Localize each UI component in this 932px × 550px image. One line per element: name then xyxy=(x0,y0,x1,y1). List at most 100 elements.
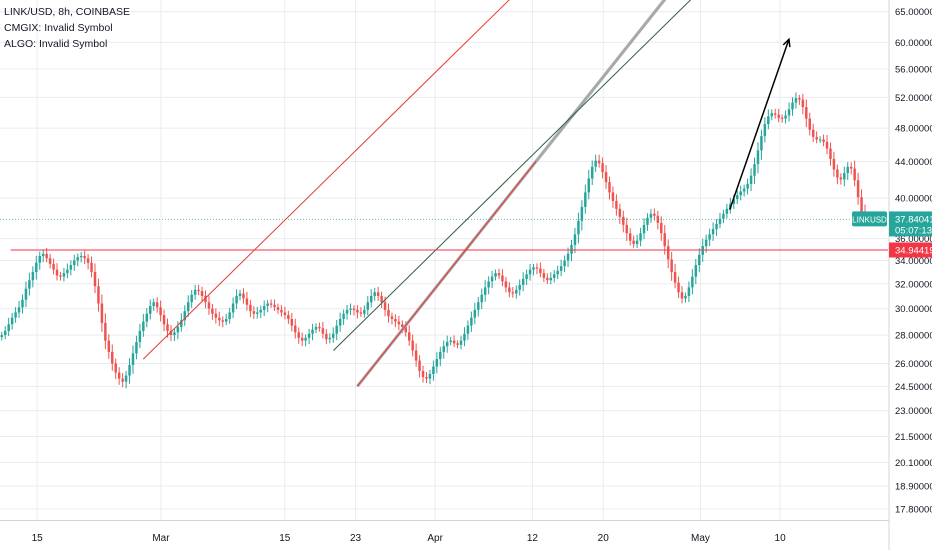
candle xyxy=(83,250,86,265)
candle xyxy=(52,258,55,275)
candle xyxy=(756,142,760,174)
candle-body xyxy=(542,273,546,278)
candle xyxy=(149,299,152,320)
candle xyxy=(14,307,17,323)
candle-body xyxy=(128,365,131,376)
candle-body xyxy=(856,180,860,198)
x-tick-label: 15 xyxy=(32,533,44,544)
candle-body xyxy=(300,337,304,341)
y-tick-label: 21.50000 xyxy=(895,432,932,443)
candle-body xyxy=(0,335,4,338)
candle-body xyxy=(3,330,7,336)
candle xyxy=(142,313,145,337)
candle xyxy=(332,327,335,343)
candle xyxy=(249,299,252,318)
candle xyxy=(504,276,508,293)
candle xyxy=(556,265,559,280)
candle xyxy=(76,253,79,267)
candle-body xyxy=(449,340,452,343)
candle xyxy=(183,305,187,326)
candle xyxy=(366,295,370,316)
candle-body xyxy=(504,281,508,288)
candle xyxy=(10,312,14,330)
candle-body xyxy=(704,239,708,247)
candle xyxy=(276,303,280,314)
candle xyxy=(31,266,35,288)
candle-body xyxy=(853,168,856,181)
candle xyxy=(211,304,214,320)
candle-body xyxy=(767,116,770,125)
candle-body xyxy=(218,317,221,321)
candle xyxy=(587,169,591,200)
candle xyxy=(563,255,566,273)
candle xyxy=(666,239,670,269)
candle-body xyxy=(539,268,542,274)
candle xyxy=(131,345,135,374)
candle xyxy=(259,305,262,319)
candle-body xyxy=(366,302,370,310)
candle xyxy=(176,321,180,340)
candle xyxy=(473,302,477,325)
candle xyxy=(242,288,245,304)
candle-body xyxy=(649,213,653,218)
candle-body xyxy=(466,325,470,334)
candle xyxy=(580,200,584,231)
candle xyxy=(753,157,756,185)
x-tick-label: Apr xyxy=(427,533,443,544)
y-tick-label: 26.00000 xyxy=(895,359,932,370)
x-tick-label: 23 xyxy=(350,533,362,544)
candle xyxy=(48,253,52,269)
candle xyxy=(770,109,774,121)
candle-body xyxy=(563,260,566,267)
candle xyxy=(632,235,635,248)
candle xyxy=(135,335,138,360)
candle xyxy=(62,267,66,282)
candle-body xyxy=(753,164,756,176)
candle-body xyxy=(501,275,504,282)
candle xyxy=(611,186,615,208)
y-tick-label: 60.00000 xyxy=(895,38,932,49)
candle-body xyxy=(836,169,839,178)
candle-body xyxy=(552,274,556,278)
candle xyxy=(521,272,525,292)
candle xyxy=(117,367,121,385)
candle-body xyxy=(570,245,573,254)
candle-body xyxy=(411,340,414,351)
candle xyxy=(501,269,504,287)
candle xyxy=(511,286,515,298)
candle xyxy=(266,300,269,313)
candle-body xyxy=(580,206,584,221)
candle-body xyxy=(477,302,480,310)
candle xyxy=(432,360,435,381)
candle xyxy=(97,278,100,312)
candle xyxy=(328,333,332,344)
candle-body xyxy=(684,295,687,299)
candle-body xyxy=(83,256,86,259)
candle xyxy=(584,184,587,214)
legend-cmgix: CMGIX: Invalid Symbol xyxy=(4,22,113,34)
candle-body xyxy=(59,275,62,277)
candle-body xyxy=(725,208,729,214)
candle xyxy=(314,323,318,334)
candle-body xyxy=(180,320,183,327)
candle xyxy=(107,334,111,359)
candle-body xyxy=(235,295,238,304)
symbol-tag xyxy=(852,211,887,227)
candle xyxy=(69,260,73,276)
candle-body xyxy=(601,163,604,173)
candle xyxy=(3,326,7,340)
candle-body xyxy=(442,346,445,352)
candle xyxy=(625,217,628,241)
candle xyxy=(843,166,846,187)
candle-body xyxy=(197,289,200,292)
candle xyxy=(680,286,684,304)
candle-body xyxy=(69,265,73,270)
candle-body xyxy=(635,240,639,244)
candle-body xyxy=(708,234,711,240)
candle xyxy=(59,271,62,281)
candle-body xyxy=(508,287,511,293)
candle-body xyxy=(376,292,380,296)
candle xyxy=(801,93,805,115)
